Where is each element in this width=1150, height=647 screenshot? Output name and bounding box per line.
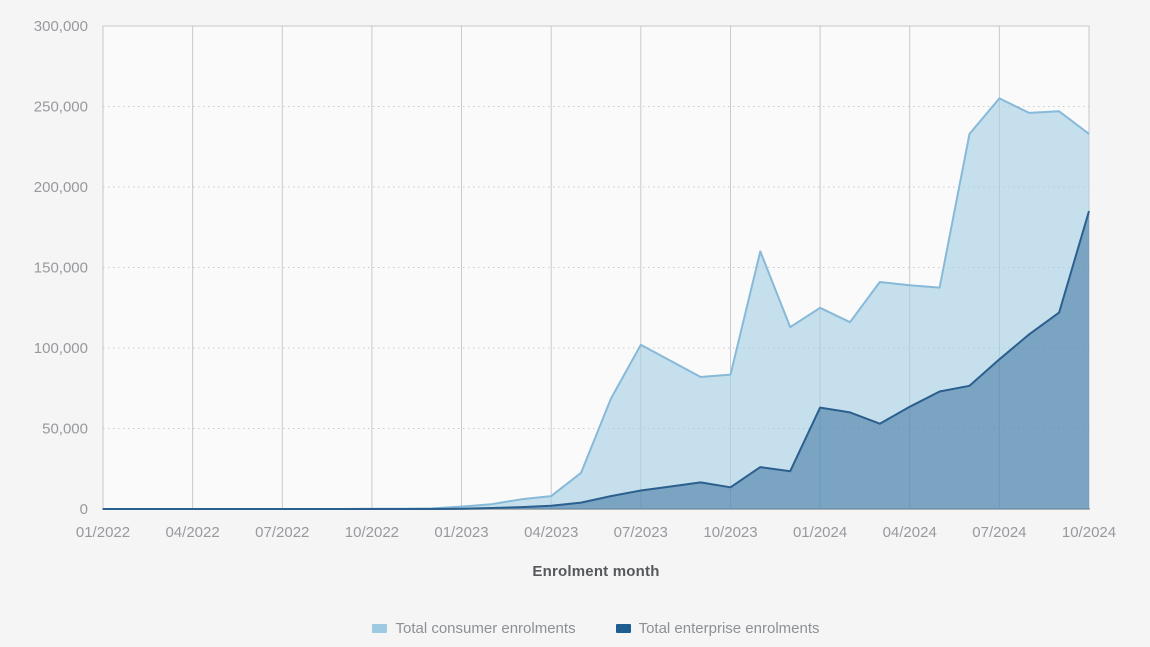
y-tick-label: 0	[80, 501, 88, 518]
consumer-swatch-icon	[372, 624, 388, 633]
enterprise-swatch-icon	[615, 624, 631, 633]
consumer-area-series	[103, 98, 1089, 510]
x-tick-label: 07/2022	[255, 524, 309, 541]
x-tick-label: 10/2023	[703, 524, 757, 541]
chart-svg: 0 50,000 100,000 150,000 200,000 250,000 300,0…	[34, 18, 1116, 541]
legend-item-consumer[interactable]: Total consumer enrolments	[372, 620, 576, 637]
legend-label-consumer: Total consumer enrolments	[395, 620, 576, 637]
x-tick-label: 01/2023	[434, 524, 488, 541]
y-tick-label: 200,000	[34, 179, 88, 196]
chart-plot-area: 0 50,000 100,000 150,000 200,000 250,000 300,0…	[34, 18, 1116, 541]
x-tick-label: 01/2022	[76, 524, 130, 541]
enterprise-line	[103, 210, 1090, 510]
x-tick-label: 07/2023	[614, 524, 668, 541]
x-axis-title: Enrolment month	[532, 563, 660, 580]
y-tick-label: 150,000	[34, 260, 88, 277]
x-tick-label: 01/2024	[793, 524, 847, 541]
y-tick-label: 250,000	[34, 99, 88, 116]
enterprise-area-series	[103, 211, 1089, 509]
x-tick-label: 10/2024	[1062, 524, 1116, 541]
chart-legend: Total consumer enrolments Total enterpri…	[103, 620, 1089, 637]
x-tick-label: 04/2024	[883, 524, 937, 541]
legend-label-enterprise: Total enterprise enrolments	[638, 620, 820, 637]
x-tick-label: 07/2024	[972, 524, 1026, 541]
x-tick-label: 04/2022	[165, 524, 219, 541]
legend-item-enterprise[interactable]: Total enterprise enrolments	[615, 620, 820, 637]
x-tick-label: 10/2022	[345, 524, 399, 541]
y-tick-label: 50,000	[42, 421, 88, 438]
x-tick-label: 04/2023	[524, 524, 578, 541]
y-tick-label: 100,000	[34, 340, 88, 357]
y-tick-label: 300,000	[34, 18, 88, 35]
